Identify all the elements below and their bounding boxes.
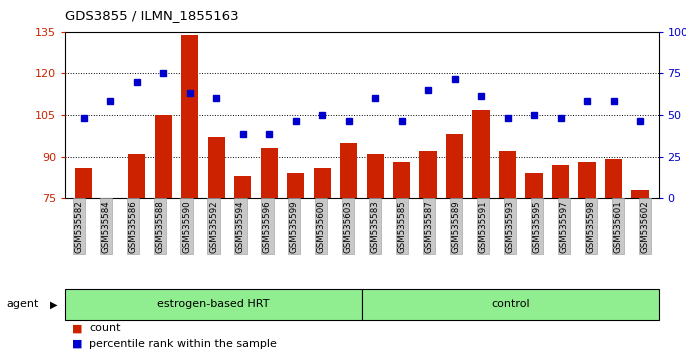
Text: GSM535589: GSM535589 (452, 200, 461, 253)
Text: GSM535596: GSM535596 (263, 200, 272, 253)
Text: GSM535598: GSM535598 (587, 200, 595, 253)
Bar (446, 135, 463, 354)
Text: GSM535595: GSM535595 (533, 200, 542, 253)
Bar (393, 162, 410, 354)
Text: percentile rank within the sample: percentile rank within the sample (89, 339, 277, 349)
Text: GSM535583: GSM535583 (371, 200, 380, 253)
Text: control: control (491, 299, 530, 309)
Text: GSM535600: GSM535600 (317, 200, 326, 253)
Bar (128, 154, 145, 354)
Text: ▶: ▶ (50, 299, 58, 309)
Bar (605, 159, 622, 354)
Text: agent: agent (7, 299, 39, 309)
Text: GSM535582: GSM535582 (74, 200, 83, 253)
Text: ■: ■ (72, 323, 82, 333)
Bar (525, 173, 543, 354)
Bar (366, 154, 383, 354)
Text: GSM535599: GSM535599 (290, 200, 299, 252)
Bar (261, 148, 278, 354)
Text: GSM535602: GSM535602 (641, 200, 650, 253)
Text: GSM535603: GSM535603 (344, 200, 353, 253)
Text: GSM535591: GSM535591 (479, 200, 488, 253)
Text: GSM535594: GSM535594 (236, 200, 245, 253)
Bar (631, 190, 649, 354)
Text: GSM535592: GSM535592 (209, 200, 218, 253)
Bar (154, 115, 172, 354)
Bar (314, 168, 331, 354)
Text: GSM535593: GSM535593 (506, 200, 514, 253)
Text: GSM535590: GSM535590 (182, 200, 191, 253)
Text: estrogen-based HRT: estrogen-based HRT (157, 299, 270, 309)
Text: GSM535601: GSM535601 (613, 200, 623, 253)
Text: GDS3855 / ILMN_1855163: GDS3855 / ILMN_1855163 (65, 9, 239, 22)
Text: ■: ■ (72, 339, 82, 349)
Bar (208, 137, 225, 354)
Bar (75, 168, 93, 354)
Text: GSM535587: GSM535587 (425, 200, 434, 253)
Bar (340, 143, 357, 354)
Text: GSM535588: GSM535588 (155, 200, 164, 253)
Bar (419, 151, 437, 354)
Bar (65, 289, 362, 320)
Bar (552, 165, 569, 354)
Bar (287, 173, 305, 354)
Bar (362, 289, 659, 320)
Bar (578, 162, 595, 354)
Text: GSM535597: GSM535597 (560, 200, 569, 253)
Text: GSM535585: GSM535585 (398, 200, 407, 253)
Bar (473, 109, 490, 354)
Text: count: count (89, 323, 121, 333)
Bar (499, 151, 516, 354)
Text: GSM535586: GSM535586 (128, 200, 137, 253)
Bar (102, 198, 119, 354)
Bar (234, 176, 251, 354)
Text: GSM535584: GSM535584 (101, 200, 110, 253)
Bar (181, 35, 198, 354)
